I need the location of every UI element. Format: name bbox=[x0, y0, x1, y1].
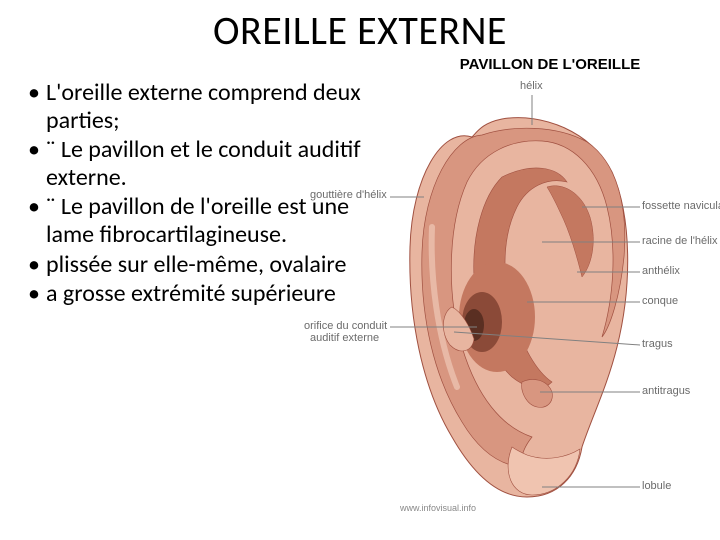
label-anthelix: anthélix bbox=[642, 266, 680, 278]
label-lobule: lobule bbox=[642, 481, 671, 493]
figure-title: PAVILLON DE L'OREILLE bbox=[382, 56, 718, 73]
label-orifice: orifice du conduit bbox=[304, 321, 387, 333]
slide-title: OREILLE EXTERNE bbox=[0, 0, 720, 55]
label-fossette: fossette naviculaire bbox=[642, 201, 720, 213]
label-helix: hélix bbox=[520, 81, 543, 93]
label-racine: racine de l'hélix bbox=[642, 236, 717, 248]
bullet-item: ¨ Le pavillon et le conduit auditif exte… bbox=[28, 136, 386, 191]
ear-diagram: hélix gouttière d'hélix fossette navicul… bbox=[382, 77, 718, 517]
bullet-item: plissée sur elle-même, ovalaire bbox=[28, 251, 386, 279]
figure-credit: www.infovisual.info bbox=[400, 503, 476, 513]
label-gouttiere: gouttière d'hélix bbox=[310, 190, 387, 202]
label-antitragus: antitragus bbox=[642, 386, 690, 398]
label-auditif: auditif externe bbox=[310, 333, 379, 345]
bullet-item: ¨ Le pavillon de l'oreille est une lame … bbox=[28, 193, 386, 248]
ear-figure: PAVILLON DE L'OREILLE bbox=[382, 56, 718, 526]
label-tragus: tragus bbox=[642, 339, 673, 351]
bullet-item: L'oreille externe comprend deux parties; bbox=[28, 79, 386, 134]
label-conque: conque bbox=[642, 296, 678, 308]
bullet-item: a grosse extrémité supérieure bbox=[28, 280, 386, 308]
